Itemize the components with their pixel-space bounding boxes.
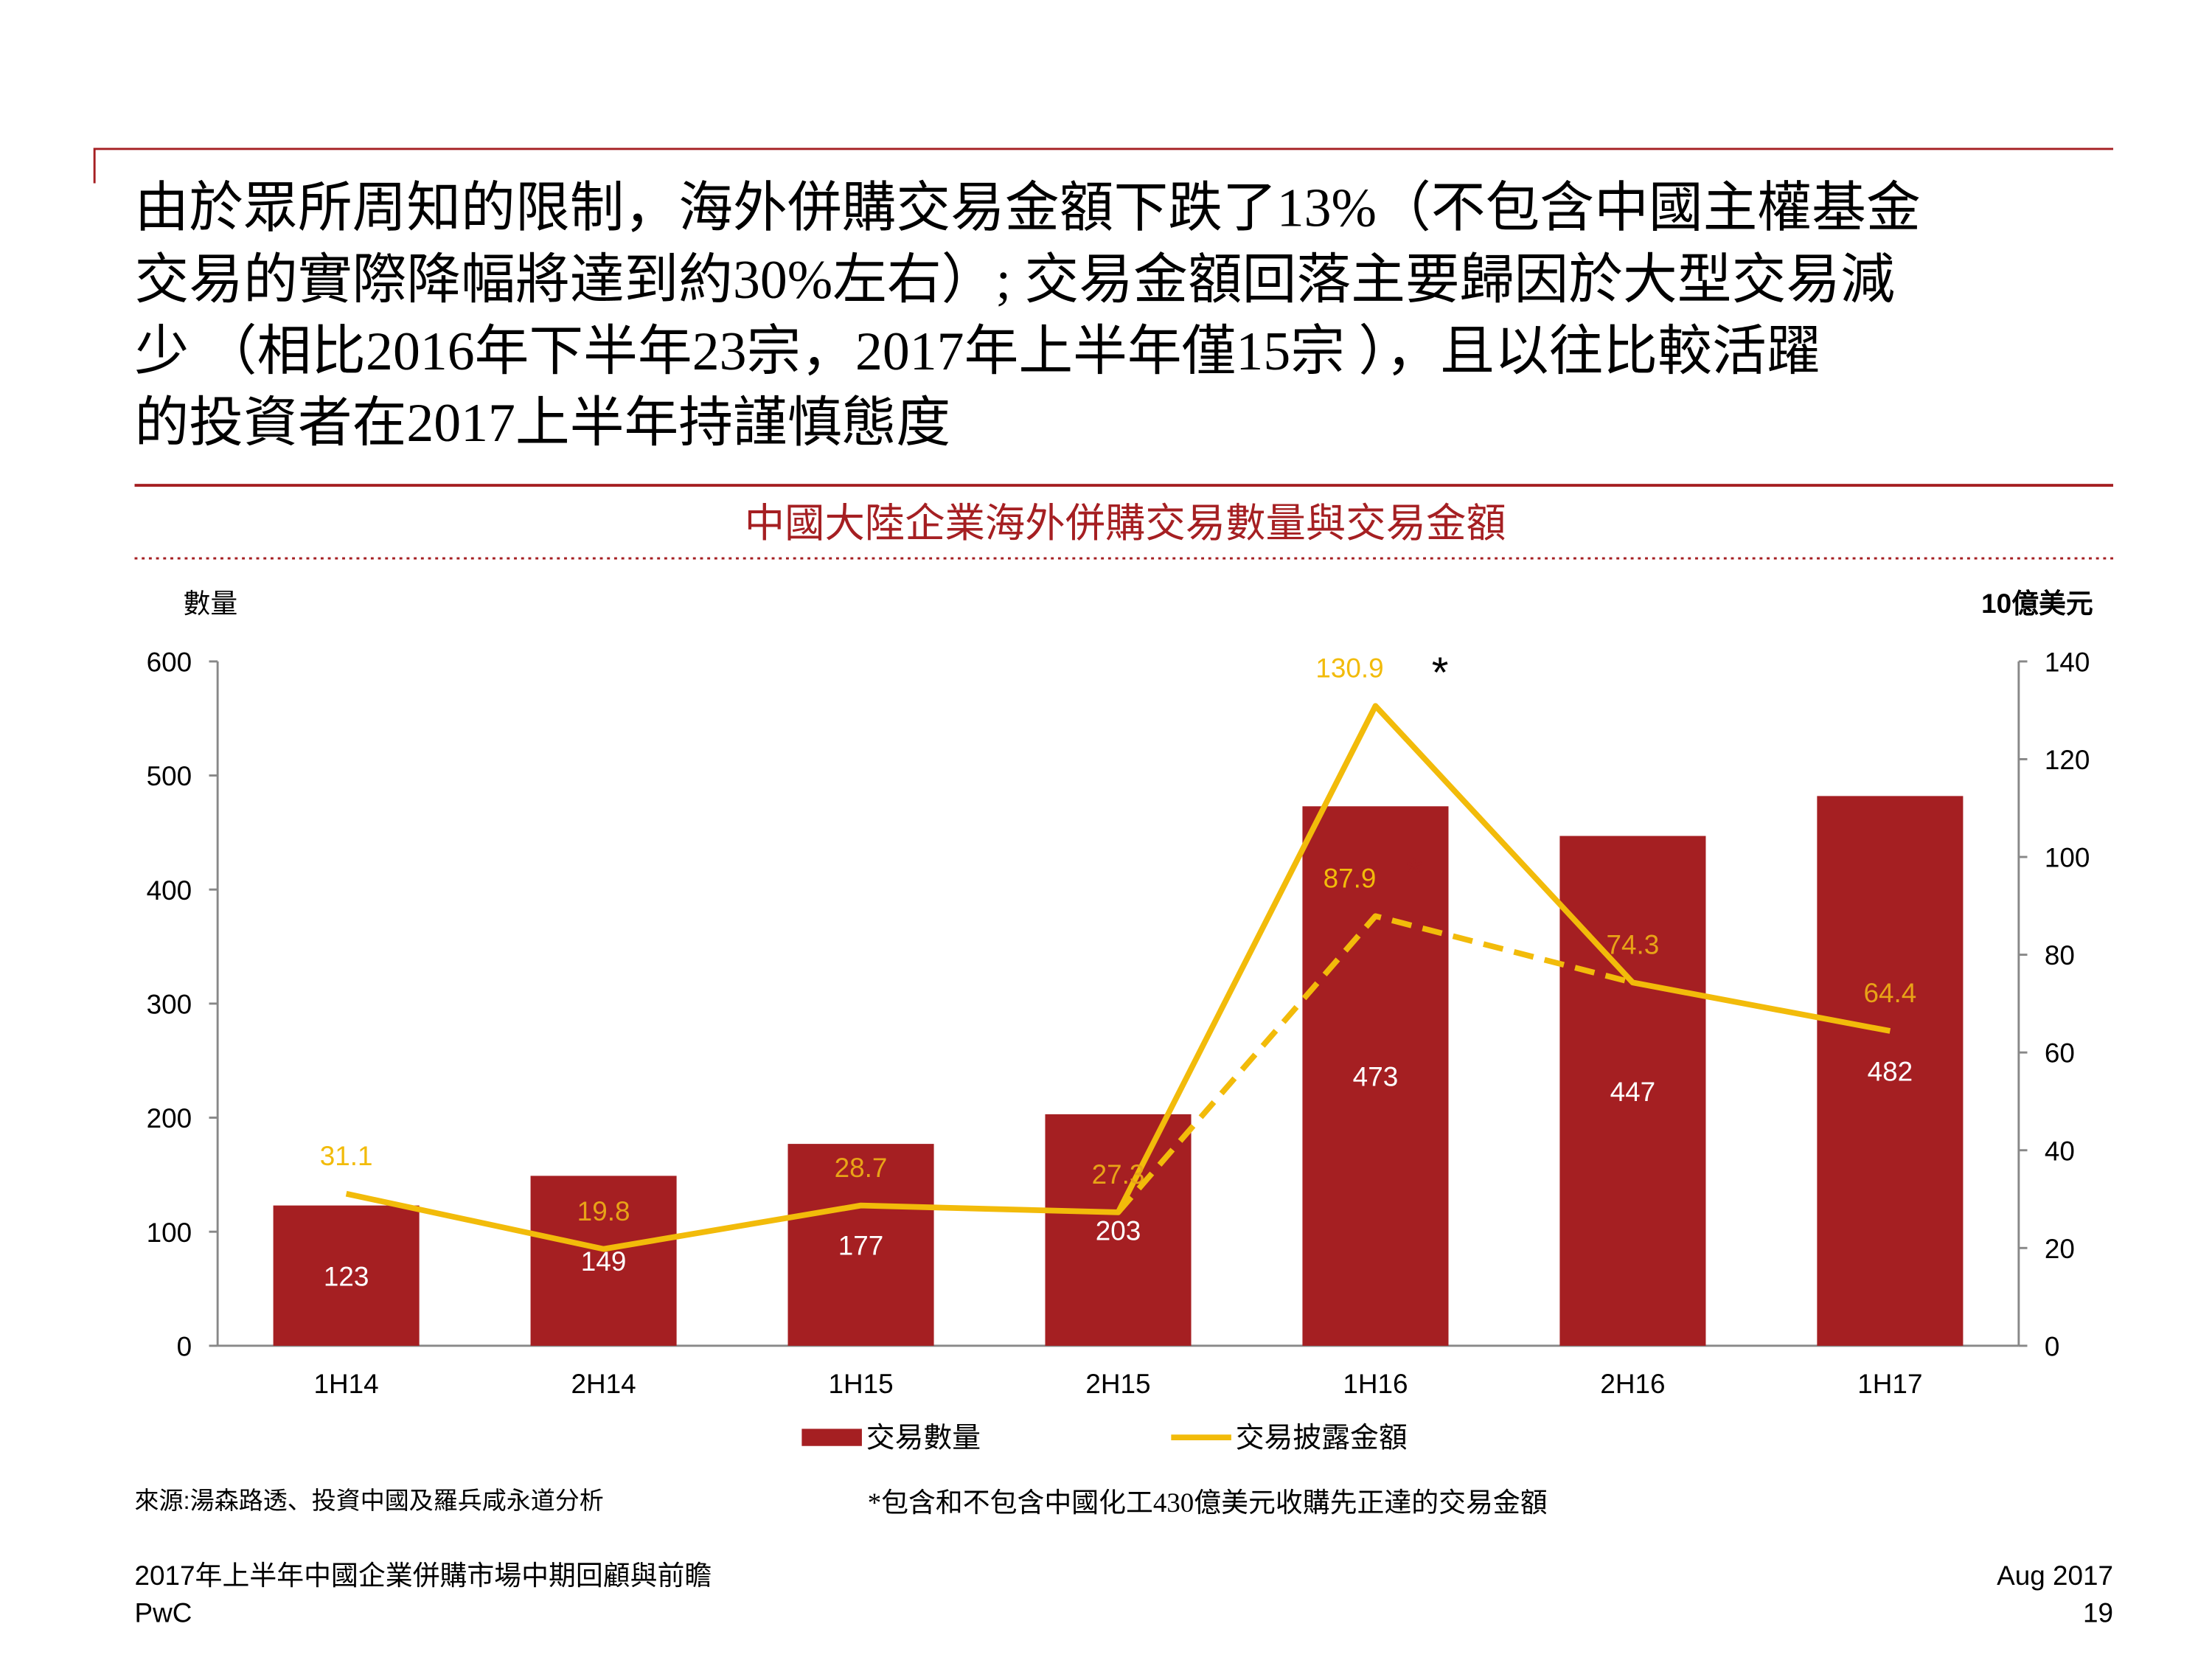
annotation: * (1406, 850, 1423, 898)
dashed-line (1116, 913, 1634, 1215)
annotation: * (1432, 649, 1449, 697)
line-value-label: 31.1 (320, 1141, 373, 1171)
heading-line: 少 （相比2016年下半年23宗，2017年上半年僅15宗 ），且以往比較活躍 (135, 321, 1821, 381)
line-value-label: 27.3 (1092, 1159, 1145, 1190)
line-value-label: 64.4 (1863, 978, 1916, 1008)
heading-line: 交易的實際降幅將達到約30%左右）; 交易金額回落主要歸因於大型交易減 (135, 249, 1895, 310)
x-tick-label: 1H14 (314, 1369, 379, 1399)
bar-value-label: 473 (1353, 1062, 1399, 1092)
bar-value-label: 123 (324, 1261, 369, 1291)
x-tick-label: 2H15 (1085, 1369, 1150, 1399)
line-value-label: 87.9 (1324, 863, 1377, 893)
heading-line: 的投資者在2017上半年持謹慎態度 (135, 392, 951, 453)
line-value-label: 130.9 (1315, 653, 1383, 683)
x-tick-label: 1H16 (1343, 1369, 1408, 1399)
legend-swatch (801, 1428, 862, 1446)
bar (1817, 796, 1964, 1346)
y2-tick-label: 40 (2045, 1136, 2075, 1166)
y2-tick-label: 20 (2045, 1234, 2075, 1264)
y2-tick-label: 60 (2045, 1038, 2075, 1069)
bar (1559, 836, 1706, 1346)
y-tick-label: 200 (147, 1103, 192, 1133)
footer-left: PwC (135, 1598, 192, 1628)
bar-value-label: 203 (1096, 1215, 1141, 1246)
x-tick-label: 1H15 (828, 1369, 893, 1399)
line-value-label: 19.8 (577, 1196, 630, 1226)
y2-tick-label: 100 (2045, 843, 2090, 873)
footer-right: 19 (2083, 1598, 2113, 1628)
y2-tick-label: 140 (2045, 647, 2090, 677)
source: 來源:湯森路透、投資中國及羅兵咸永道分析 (135, 1487, 604, 1514)
y-tick-label: 400 (147, 875, 192, 906)
bar-value-label: 447 (1610, 1077, 1656, 1107)
bar-value-label: 482 (1868, 1057, 1913, 1087)
y2-tick-label: 80 (2045, 940, 2075, 971)
y-axis-label: 數量 (184, 589, 238, 619)
y-tick-label: 100 (147, 1218, 192, 1248)
bar (530, 1176, 677, 1346)
x-tick-label: 2H16 (1600, 1369, 1665, 1399)
bar (787, 1144, 934, 1346)
x-tick-label: 1H17 (1857, 1369, 1922, 1399)
bar (273, 1205, 420, 1346)
legend-label: 交易數量 (866, 1423, 981, 1454)
bar (1302, 806, 1449, 1346)
footnote: *包含和不包含中國化工430億美元收購先正達的交易金額 (868, 1487, 1548, 1518)
y-tick-label: 300 (147, 989, 192, 1019)
y-tick-label: 600 (147, 647, 192, 677)
line-value-label: 28.7 (835, 1153, 888, 1183)
y2-tick-label: 120 (2045, 745, 2090, 775)
chart-title: 中國大陸企業海外併購交易數量與交易金額 (745, 501, 1506, 546)
footer-left: 2017年上半年中國企業併購市場中期回顧與前瞻 (135, 1560, 712, 1591)
heading-line: 由於眾所周知的限制，海外併購交易金額下跌了13%（不包含中國主權基金 (135, 178, 1921, 238)
y2-tick-label: 0 (2045, 1331, 2060, 1361)
legend-label: 交易披露金額 (1236, 1423, 1408, 1454)
line-value-label: 74.3 (1607, 930, 1660, 960)
top-rule (93, 147, 2114, 184)
x-tick-label: 2H14 (571, 1369, 636, 1399)
y-tick-label: 0 (177, 1331, 192, 1361)
y-tick-label: 500 (147, 761, 192, 791)
footer-right: Aug 2017 (1997, 1560, 2113, 1591)
y2-axis-label: 10億美元 (1981, 589, 2093, 619)
bar-value-label: 177 (838, 1231, 884, 1261)
